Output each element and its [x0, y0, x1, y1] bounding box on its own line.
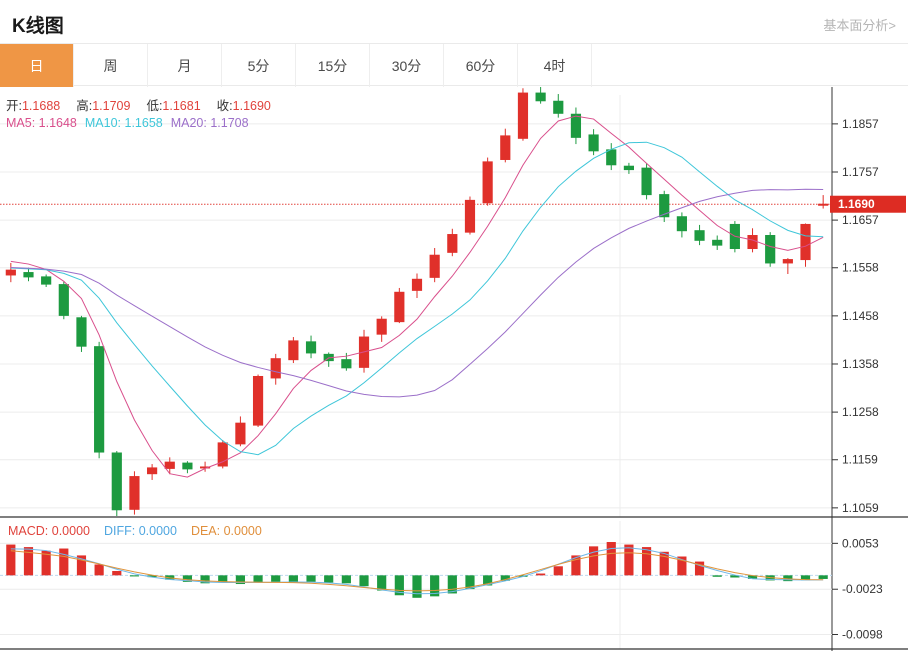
svg-text:1.1690: 1.1690 — [838, 197, 875, 211]
svg-text:1.1657: 1.1657 — [842, 213, 879, 227]
svg-text:1.1857: 1.1857 — [842, 117, 879, 131]
svg-text:1.1558: 1.1558 — [842, 261, 879, 275]
svg-text:1.1458: 1.1458 — [842, 309, 879, 323]
svg-text:0.0053: 0.0053 — [842, 536, 879, 550]
svg-text:-0.0098: -0.0098 — [842, 628, 883, 642]
svg-text:-0.0023: -0.0023 — [842, 582, 883, 596]
svg-text:1.1358: 1.1358 — [842, 357, 879, 371]
svg-text:1.1258: 1.1258 — [842, 405, 879, 419]
svg-text:1.1159: 1.1159 — [842, 453, 878, 467]
svg-text:1.1757: 1.1757 — [842, 165, 879, 179]
svg-text:1.1059: 1.1059 — [842, 501, 879, 515]
